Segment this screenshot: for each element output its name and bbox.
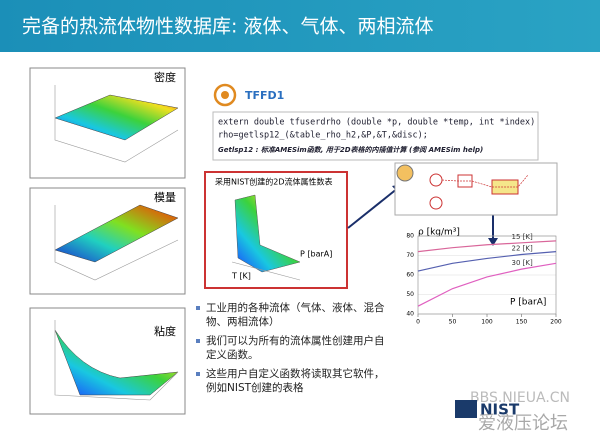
diagram-node xyxy=(429,196,443,210)
bullet-text: 例如NIST创建的表格 xyxy=(206,381,304,394)
diagram-link xyxy=(441,174,529,188)
surface xyxy=(234,194,301,273)
y-tick-label: 70 xyxy=(406,252,414,259)
series-line xyxy=(417,251,557,272)
plot-viscosity: 粘度 xyxy=(29,307,186,415)
bullet-text: 我们可以为所有的流体属性创建用户自 xyxy=(206,334,385,347)
y-tick-label: 50 xyxy=(406,291,414,298)
bullet-marker xyxy=(196,306,200,310)
bullet-text: 定义函数。 xyxy=(206,348,259,361)
y-tick-label: 80 xyxy=(406,233,414,240)
arrow-head xyxy=(488,238,498,246)
x-axis-label: P [barA] xyxy=(510,298,546,308)
nist-caption: 采用NIST创建的2D流体属性数表 xyxy=(215,177,333,187)
plot-label: 模量 xyxy=(154,191,176,204)
density-chart: ρ [kg/m³] P [barA] 40 50 60 70 80 0 50 100 150 20… xyxy=(406,228,562,326)
code-note: Getlsp12 : 标准AMESim函数, 用于2D表格的内插值计算 (参阅 … xyxy=(218,145,483,154)
axis xyxy=(231,261,301,281)
diagram-node xyxy=(396,164,414,182)
diagram-box xyxy=(394,162,558,216)
p-label: P [barA] xyxy=(300,250,332,259)
arrow xyxy=(347,187,399,229)
diagram-node xyxy=(429,173,443,187)
nist-box xyxy=(204,171,348,289)
bullet-text: 这些用户自定义函数将读取其它软件， xyxy=(206,367,385,380)
bullet-list: 工业用的各种流体（气体、液体、混合物、两相流体） 我们可以为所有的流体属性创建用户… xyxy=(196,301,385,394)
x-tick-label: 200 xyxy=(550,319,562,326)
x-tick-label: 50 xyxy=(449,319,457,326)
code-line: extern double tfuserdrho (double *p, dou… xyxy=(218,118,535,128)
plot-label: 密度 xyxy=(154,70,176,84)
series-line xyxy=(417,240,557,253)
title-bar xyxy=(0,0,600,52)
t-label: T [K] xyxy=(231,272,251,281)
code-line: rho=getlsp12_(&table_rho_h2,&P,&T,&disc)… xyxy=(218,131,428,141)
series-line xyxy=(417,262,557,307)
bullet-text: 工业用的各种流体（气体、液体、混合 xyxy=(206,301,385,314)
code-box xyxy=(212,111,539,161)
logo: NIST xyxy=(480,401,520,419)
series-label: 30 [K] xyxy=(512,259,533,267)
bullet-marker xyxy=(196,339,200,343)
plot-label: 粘度 xyxy=(154,324,176,338)
series-label: 15 [K] xyxy=(512,233,533,241)
tffd-label: TFFD1 xyxy=(245,89,284,102)
x-tick-label: 100 xyxy=(481,319,493,326)
plot-density: 密度 xyxy=(29,67,186,179)
plot-frame xyxy=(417,235,557,315)
slide-title: 完备的热流体物性数据库: 液体、气体、两相流体 xyxy=(22,16,433,38)
x-tick-label: 150 xyxy=(516,319,528,326)
series-label: 22 [K] xyxy=(512,245,533,253)
bullet-marker xyxy=(196,372,200,376)
watermark: BBS.NIEUA.CN xyxy=(470,390,570,406)
y-tick-label: 40 xyxy=(406,311,414,318)
logo-mark xyxy=(455,400,477,418)
plot-modulus: 模量 xyxy=(29,187,186,295)
bullet-text: 物、两相流体） xyxy=(206,315,280,328)
y-tick-label: 60 xyxy=(406,272,414,279)
forum-watermark: 爱液压论坛 xyxy=(478,413,568,434)
icon xyxy=(221,91,229,99)
x-tick-label: 0 xyxy=(416,319,420,326)
y-axis-label: ρ [kg/m³] xyxy=(418,228,460,238)
